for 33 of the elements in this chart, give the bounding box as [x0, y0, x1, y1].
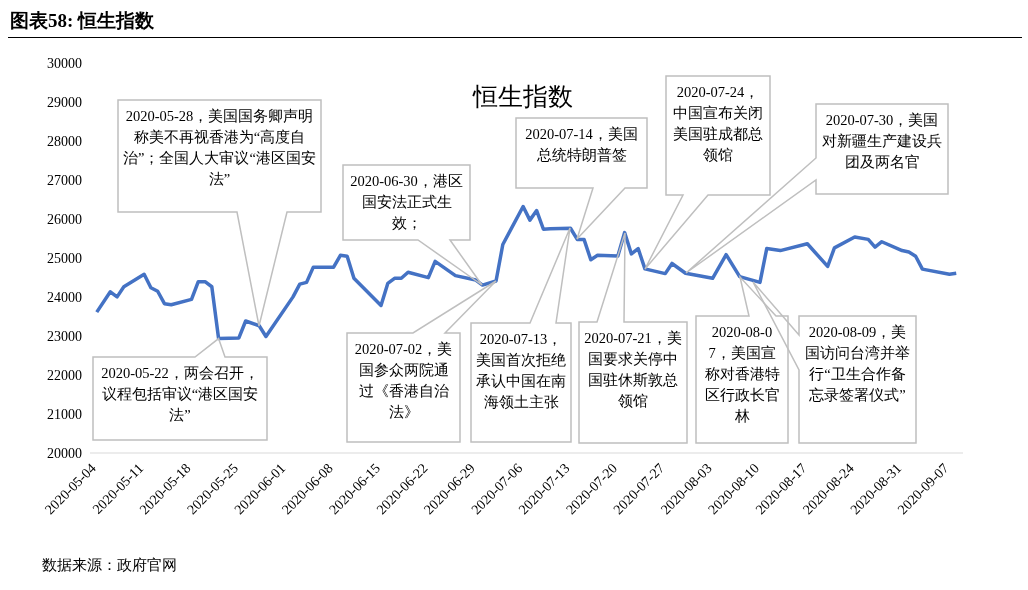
- source-note: 数据来源：政府官网: [42, 556, 177, 575]
- annotation: 2020-07-13，美国首次拒绝承认中国在南海领土主张: [475, 330, 567, 412]
- annotation: 2020-07-21，美国要求关停中国驻休斯敦总领馆: [583, 329, 683, 411]
- y-tick-label: 22000: [47, 367, 82, 383]
- y-tick-label: 23000: [47, 328, 82, 344]
- callout-box: 2020-06-30，港区国安法正式生效；: [342, 164, 483, 286]
- annotation: 2020-08-09，美国访问台湾并举行“卫生合作备忘录签署仪式”: [804, 323, 911, 405]
- y-tick-label: 30000: [47, 55, 82, 71]
- callout-box: 2020-08-07，美国宣称对香港特区行政长官林: [695, 274, 789, 444]
- annotation: 2020-07-14，美国总统特朗普签: [524, 125, 639, 165]
- annotation: 2020-05-28，美国国务卿声明称美不再视香港为“高度自治”；全国人大审议“港区国安法”: [122, 107, 317, 189]
- callout-box: 2020-07-14，美国总统特朗普签: [515, 117, 648, 240]
- text: 恒生指数: [471, 82, 574, 112]
- callout-box: 2020-07-24，中国宣布关闭美国驻成都总领馆: [644, 75, 771, 270]
- annotation: 2020-07-30，美国对新疆生产建设兵团及两名官: [821, 111, 943, 172]
- y-tick-label: 25000: [47, 250, 82, 266]
- y-tick-label: 27000: [47, 172, 82, 188]
- y-tick-label: 21000: [47, 406, 82, 422]
- y-tick-label: 20000: [47, 445, 82, 461]
- annotation: 2020-07-02，美国参众两院通过《香港自治法》: [353, 340, 454, 422]
- annotation: 2020-05-22，两会召开，议程包括审议“港区国安法”: [100, 364, 260, 425]
- callout-box: 2020-07-13，美国首次拒绝承认中国在南海领土主张: [470, 227, 572, 443]
- annotation: 2020-06-30，港区国安法正式生效；: [349, 172, 464, 233]
- callout-box: 2020-07-21，美国要求关停中国驻休斯敦总领馆: [578, 232, 688, 444]
- annotation: 2020-07-24，中国宣布关闭美国驻成都总领馆: [672, 83, 764, 165]
- y-tick-label: 29000: [47, 94, 82, 110]
- y-tick-label: 26000: [47, 211, 82, 227]
- y-tick-label: 28000: [47, 133, 82, 149]
- callout-box: 2020-05-28，美国国务卿声明称美不再视香港为“高度自治”；全国人大审议“港区国安法”: [117, 99, 322, 327]
- annotation: 2020-08-07，美国宣称对香港特区行政长官林: [703, 323, 781, 426]
- y-tick-label: 24000: [47, 289, 82, 305]
- chart-title: 图表58: 恒生指数: [8, 8, 1022, 38]
- callout-box: 2020-05-22，两会召开，议程包括审议“港区国安法”: [92, 337, 268, 441]
